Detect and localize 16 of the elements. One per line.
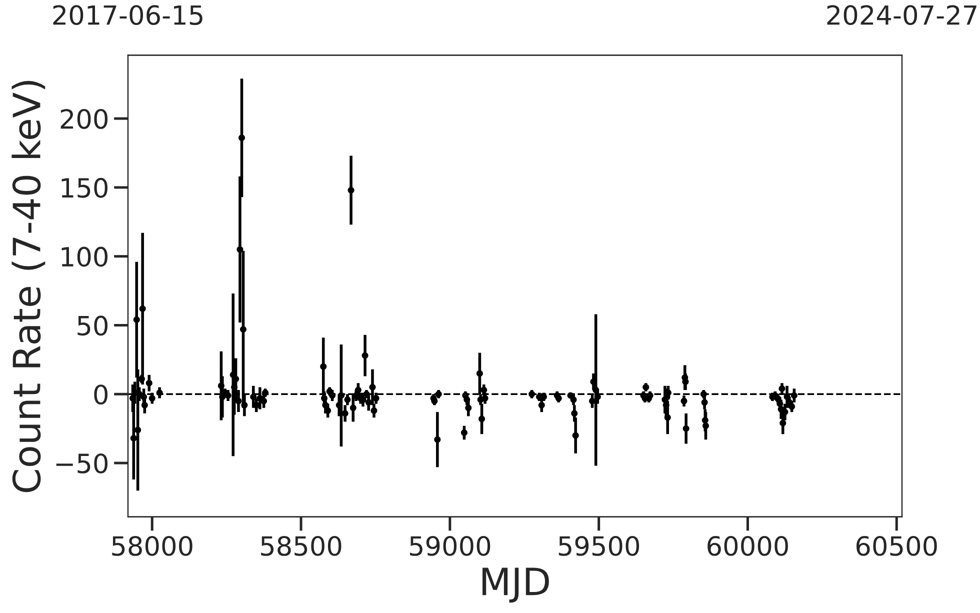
x-tick-label: 58000	[112, 536, 192, 556]
x2-tick-label: 2017-06-15	[53, 5, 202, 26]
y-tick-label: 150	[62, 178, 108, 198]
y-tick-label: 50	[78, 316, 108, 336]
x-tick-label: 60000	[708, 536, 788, 556]
x-tick-label: 59500	[558, 536, 640, 556]
y-tick-label: −50	[56, 453, 108, 474]
x-tick-label: 60500	[856, 536, 937, 556]
x-tick-label: 59000	[410, 536, 490, 556]
x2-tick-label: 2024-07-27	[827, 5, 976, 26]
y-tick-label: 200	[60, 108, 108, 129]
y-tick-label: 100	[62, 246, 108, 267]
x-axis-title: MJD	[482, 568, 549, 603]
y-tick-label: 0	[94, 384, 108, 405]
x-tick-label: 58500	[261, 536, 342, 556]
y-axis-title: Count Rate (7-40 keV)	[12, 80, 46, 492]
